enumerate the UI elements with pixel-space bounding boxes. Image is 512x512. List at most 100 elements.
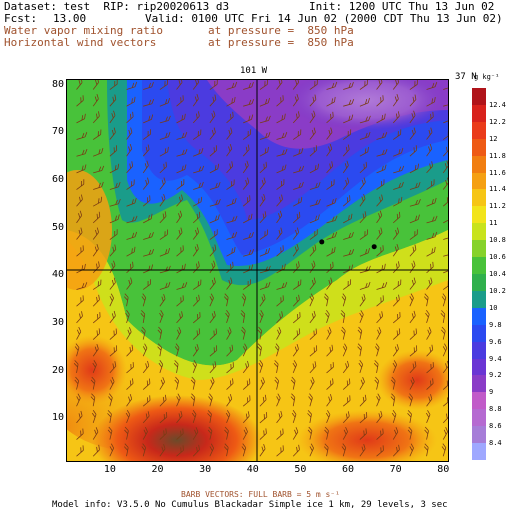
wind-barb <box>409 94 417 107</box>
wind-barb <box>326 344 334 357</box>
wind-barb <box>407 410 412 423</box>
wind-barb <box>392 93 399 107</box>
wind-barb <box>241 293 247 307</box>
wind-barb <box>326 179 335 190</box>
wind-barb <box>109 198 121 207</box>
wind-barb <box>409 181 421 190</box>
wind-barb <box>226 246 236 257</box>
wind-barb <box>425 410 431 424</box>
wind-barb <box>159 281 171 290</box>
wind-barb <box>193 181 204 190</box>
wind-barb <box>426 111 434 124</box>
wind-barb <box>126 277 133 290</box>
wind-barb <box>92 227 99 240</box>
colorbar-level-label: 9.6 <box>489 337 502 346</box>
wind-barb <box>259 428 267 440</box>
wind-barb <box>92 244 99 257</box>
wind-barb <box>276 80 283 90</box>
wind-barb <box>309 80 318 90</box>
init-line: Init: 1200 UTC Thu 13 Jun 02 <box>309 0 495 13</box>
colorbar-swatch <box>472 443 486 461</box>
wind-barb <box>426 215 438 224</box>
wind-barb <box>292 111 300 124</box>
wind-barb <box>192 111 200 124</box>
marker-group <box>319 239 377 250</box>
wind-barb <box>442 195 448 207</box>
wind-barb <box>309 163 320 174</box>
wind-barb <box>225 310 230 324</box>
wind-barb <box>376 282 388 290</box>
wind-barb <box>191 410 197 424</box>
wind-barb <box>190 376 196 390</box>
moisture-max-redeast <box>377 350 448 410</box>
wind-barb <box>174 343 180 357</box>
wind-barb <box>359 80 368 90</box>
wind-barb <box>126 96 136 107</box>
colorbar-swatch <box>472 172 486 190</box>
y-tick-label: 20 <box>51 364 64 376</box>
colorbar-level-label: 10.2 <box>489 286 506 295</box>
wind-barb <box>243 232 254 240</box>
wind-barb <box>343 213 353 224</box>
moisture-max-redwest <box>67 335 127 405</box>
wind-barb <box>326 143 333 157</box>
wind-barb <box>409 163 420 174</box>
wind-barb <box>159 146 169 157</box>
wind-barb <box>76 410 83 424</box>
wind-barb <box>392 80 400 90</box>
wind-barb <box>426 143 433 157</box>
wind-barb <box>373 360 379 373</box>
wind-barb <box>326 197 337 207</box>
wind-barb <box>442 426 448 440</box>
wind-barb <box>92 80 100 90</box>
wind-barb <box>125 410 131 424</box>
wind-barb <box>409 376 415 390</box>
wind-barb <box>226 179 235 190</box>
wind-barb <box>226 378 234 390</box>
colorbar-swatch <box>472 358 486 376</box>
wind-barb <box>142 426 148 440</box>
wind-barb <box>409 127 416 140</box>
wind-barb <box>141 293 147 307</box>
wind-barb <box>376 95 384 107</box>
wind-barb <box>309 328 317 340</box>
station-marker <box>371 244 377 250</box>
wind-barb <box>409 199 421 207</box>
wind-barb <box>359 131 371 140</box>
wind-barb <box>259 146 269 157</box>
wind-barb <box>342 360 350 374</box>
wind-barb <box>343 232 354 240</box>
wind-barb <box>276 149 288 157</box>
colorbar-level-label: 9.8 <box>489 320 502 329</box>
wind-barb <box>309 244 317 257</box>
wind-barb <box>276 282 288 290</box>
wind-barb <box>76 113 86 124</box>
wind-barb <box>192 360 197 374</box>
wind-barb <box>423 293 429 307</box>
wind-barb <box>359 310 364 324</box>
wind-barb <box>226 215 238 224</box>
wind-barb <box>192 328 201 340</box>
wind-barb <box>392 111 400 124</box>
wind-barb <box>392 344 399 357</box>
wind-barb <box>359 229 368 240</box>
wind-barb <box>393 279 402 290</box>
wind-barb <box>424 426 429 440</box>
wind-barb <box>376 131 388 140</box>
wind-barb <box>393 196 403 207</box>
wind-barb <box>159 115 171 124</box>
wind-barb <box>426 179 435 190</box>
wind-barb <box>292 294 300 307</box>
wind-barb <box>126 143 133 157</box>
wind-barb <box>159 444 166 457</box>
wind-barb <box>407 426 413 440</box>
wind-barb <box>409 277 416 290</box>
wind-barb <box>408 393 413 407</box>
wind-barb <box>409 293 414 307</box>
wind-barb <box>376 245 384 257</box>
wind-barb <box>158 360 164 374</box>
wind-barb <box>392 360 398 374</box>
wind-barb <box>359 146 369 157</box>
moisture-max-core <box>92 395 262 461</box>
wind-barb <box>357 326 363 340</box>
